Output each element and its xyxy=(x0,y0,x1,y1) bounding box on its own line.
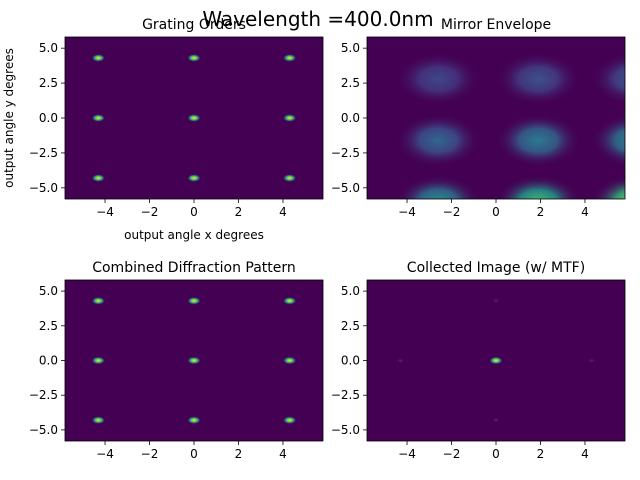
x-tick-label: 0 xyxy=(492,447,500,461)
diffraction-spot-6 xyxy=(282,356,297,365)
panel-title: Collected Image (w/ MTF) xyxy=(407,260,585,276)
envelope-blob-1 xyxy=(395,52,481,106)
x-tick-label: −2 xyxy=(443,447,461,461)
envelope-blob-9 xyxy=(591,175,625,199)
x-tick-label: −2 xyxy=(141,205,159,219)
x-tick-label: −2 xyxy=(141,447,159,461)
y-tick-label: 0.0 xyxy=(341,111,360,125)
diffraction-spot-3 xyxy=(282,296,297,305)
diffraction-spot-4 xyxy=(91,114,106,122)
diffraction-spot-7 xyxy=(91,416,106,425)
panel-1: Grating Orders −4 −2 0 2 4 5.0 2.5 0.0 −2.5 −5.0 ou… xyxy=(2,17,324,242)
y-tick-label: 2.5 xyxy=(341,76,360,90)
y-tick-label: 5.0 xyxy=(341,41,360,55)
y-tick-label: −2.5 xyxy=(29,388,58,402)
diffraction-spot-8 xyxy=(187,174,201,183)
diffraction-spot-3 xyxy=(587,358,596,363)
heatmap-area xyxy=(65,280,323,441)
x-tick-label: 4 xyxy=(279,447,287,461)
y-tick-label: 2.5 xyxy=(39,319,58,333)
y-tick-label: 2.5 xyxy=(39,76,58,90)
x-tick-label: −4 xyxy=(96,205,114,219)
diffraction-spot-7 xyxy=(91,174,106,183)
diffraction-spot-1 xyxy=(489,356,503,365)
x-tick-label: −2 xyxy=(443,205,461,219)
x-tick-label: 2 xyxy=(537,447,545,461)
diffraction-spot-3 xyxy=(282,53,297,62)
x-tick-label: −4 xyxy=(398,447,416,461)
x-tick-label: 2 xyxy=(235,205,243,219)
y-tick-label: 5.0 xyxy=(39,284,58,298)
y-tick-label: −5.0 xyxy=(29,181,58,195)
envelope-blob-4 xyxy=(395,113,481,167)
y-tick-label: 0.0 xyxy=(39,354,58,368)
x-tick-label: 2 xyxy=(537,205,545,219)
y-tick-label: −2.5 xyxy=(331,388,360,402)
diffraction-spot-2 xyxy=(396,358,405,363)
diffraction-spot-1 xyxy=(91,53,106,62)
diffraction-spot-8 xyxy=(187,416,201,425)
y-tick-label: −5.0 xyxy=(331,181,360,195)
envelope-blob-3 xyxy=(591,52,625,105)
envelope-blob-2 xyxy=(496,52,581,106)
figure-suptitle: Wavelength =400.0nm xyxy=(202,7,433,31)
x-tick-label: 4 xyxy=(581,205,589,219)
diffraction-spot-5 xyxy=(492,417,500,423)
y-tick-label: −5.0 xyxy=(29,423,58,437)
x-tick-label: 2 xyxy=(235,447,243,461)
diffraction-spot-4 xyxy=(492,298,500,304)
diffraction-spot-4 xyxy=(91,356,106,365)
diffraction-spot-2 xyxy=(187,296,201,305)
panel-title: Combined Diffraction Pattern xyxy=(92,260,296,276)
panel-4: Collected Image (w/ MTF) −4 −2 0 2 4 5.0 2.5 0.0… xyxy=(331,260,626,461)
diffraction-spot-5 xyxy=(187,356,201,365)
panel-3: Combined Diffraction Pattern −4 −2 0 2 4 5.0 2.… xyxy=(29,260,324,461)
diffraction-spot-9 xyxy=(282,416,297,425)
y-tick-label: −2.5 xyxy=(29,146,58,160)
panel-2: Mirror Envelope −4 −2 0 2 4 5.0 2.5 0.0 −2.5 −5.0 xyxy=(331,17,626,219)
heatmap-area xyxy=(367,280,625,441)
envelope-blob-7 xyxy=(396,175,481,199)
x-tick-label: 0 xyxy=(190,447,198,461)
panel-title: Grating Orders xyxy=(142,17,246,33)
diffraction-spot-6 xyxy=(282,114,297,122)
heatmap-background xyxy=(367,37,625,199)
envelope-blob-6 xyxy=(591,114,625,167)
y-tick-label: −2.5 xyxy=(331,146,360,160)
y-tick-label: −5.0 xyxy=(331,423,360,437)
y-tick-label: 0.0 xyxy=(341,354,360,368)
x-tick-label: 0 xyxy=(492,205,500,219)
x-axis-label: output angle x degrees xyxy=(124,228,264,242)
x-tick-label: 0 xyxy=(190,205,198,219)
x-tick-label: −4 xyxy=(398,205,416,219)
envelope-blob-5 xyxy=(496,113,581,167)
diffraction-spot-1 xyxy=(91,296,106,305)
x-tick-label: 4 xyxy=(279,205,287,219)
heatmap-area xyxy=(367,37,625,199)
y-tick-label: 5.0 xyxy=(341,284,360,298)
x-tick-label: −4 xyxy=(96,447,114,461)
diffraction-spot-9 xyxy=(282,174,297,183)
y-tick-label: 2.5 xyxy=(341,319,360,333)
y-tick-label: 5.0 xyxy=(39,41,58,55)
diffraction-spot-2 xyxy=(187,53,201,62)
panel-title: Mirror Envelope xyxy=(441,17,551,33)
envelope-blob-8 xyxy=(496,175,581,199)
diffraction-spot-5 xyxy=(187,114,201,122)
heatmap-area xyxy=(65,37,323,199)
y-axis-label: output angle y degrees xyxy=(2,48,16,188)
x-tick-label: 4 xyxy=(581,447,589,461)
y-tick-label: 0.0 xyxy=(39,111,58,125)
